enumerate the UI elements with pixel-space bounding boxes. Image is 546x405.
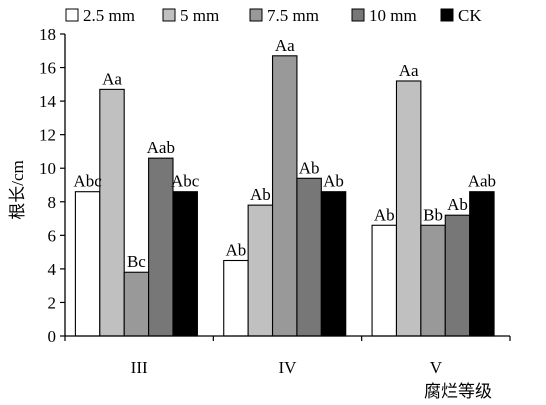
significance-label: Bb: [423, 205, 443, 224]
bar-10-mm-iv: [296, 177, 322, 337]
y-tick-label: 4: [48, 260, 57, 279]
y-axis-title: 根长/cm: [8, 160, 27, 220]
significance-label: Abc: [73, 172, 102, 191]
significance-label: Ab: [323, 172, 344, 191]
legend-label: CK: [458, 6, 482, 25]
legend-label: 10 mm: [369, 6, 417, 25]
bar-ck-v: [469, 191, 495, 337]
bar-7-5-mm-iv: [271, 55, 298, 337]
significance-label: Aa: [399, 61, 419, 80]
bar-7-5-mm-v: [420, 224, 446, 337]
bar-7-5-mm-iii: [123, 271, 150, 337]
bar-2-5-mm-v: [371, 224, 398, 337]
y-tick-label: 12: [39, 126, 56, 145]
y-tick-label: 18: [39, 25, 56, 44]
significance-label: Ab: [226, 241, 247, 260]
y-tick-label: 0: [48, 327, 57, 346]
y-axis: 0 2 4 6 8 10 12 14 16 18: [39, 25, 66, 346]
legend-swatch: [249, 8, 263, 22]
significance-label: Bc: [127, 252, 146, 271]
bar-ck-iii: [172, 191, 198, 337]
x-category-label: V: [430, 358, 443, 377]
legend-swatch: [162, 8, 176, 22]
legend-swatch: [65, 8, 79, 22]
y-tick-label: 14: [39, 92, 57, 111]
legend-label: 7.5 mm: [267, 6, 319, 25]
legend-swatch: [440, 8, 454, 22]
y-tick-label: 2: [48, 293, 57, 312]
significance-label: Ab: [299, 158, 320, 177]
bar-2-5-mm-iv: [223, 259, 249, 337]
bar-2-5-mm-iii: [74, 191, 101, 337]
significance-label: Aa: [102, 69, 122, 88]
bars: [74, 55, 495, 337]
y-tick-label: 16: [39, 59, 56, 78]
bar-10-mm-iii: [148, 157, 174, 337]
significance-label: Aa: [275, 36, 295, 55]
legend-label: 5 mm: [180, 6, 219, 25]
x-axis: III IV V: [64, 335, 511, 377]
bar-10-mm-v: [444, 214, 471, 337]
y-tick-label: 10: [39, 159, 56, 178]
x-axis-title: 腐烂等级: [424, 382, 492, 401]
legend: 2.5 mm 5 mm 7.5 mm 10 mm CK: [65, 6, 482, 25]
x-category-label: III: [131, 358, 148, 377]
y-tick-label: 8: [48, 193, 57, 212]
bar-5-mm-v: [395, 80, 422, 337]
legend-label: 2.5 mm: [83, 6, 135, 25]
bar-ck-iv: [320, 191, 347, 337]
significance-label: Ab: [374, 205, 395, 224]
bar-5-mm-iii: [99, 88, 125, 337]
y-tick-label: 6: [48, 226, 57, 245]
significance-label: Aab: [468, 172, 496, 191]
significance-label: Aab: [147, 138, 175, 157]
significance-label: Ab: [447, 195, 468, 214]
significance-label: Abc: [171, 172, 200, 191]
bar-5-mm-iv: [247, 204, 274, 337]
x-category-label: IV: [279, 358, 298, 377]
significance-label: Ab: [250, 185, 271, 204]
legend-swatch: [351, 8, 365, 22]
